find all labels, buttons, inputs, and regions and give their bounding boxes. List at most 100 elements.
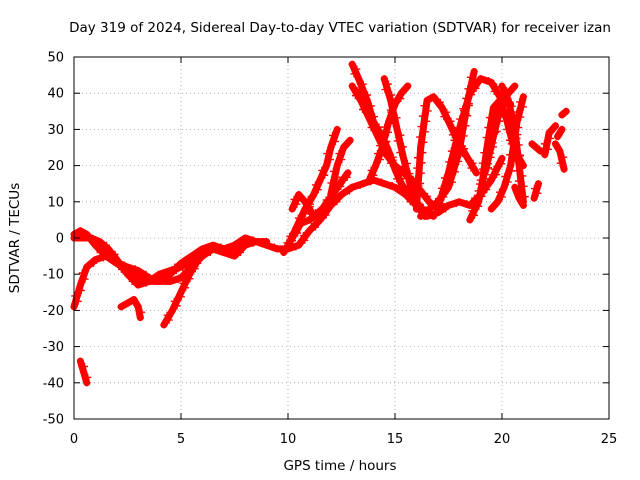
data-point	[231, 252, 238, 260]
data-point	[338, 156, 346, 164]
data-point	[556, 147, 564, 155]
data-point	[534, 189, 542, 197]
data-point	[273, 245, 281, 253]
data-point	[117, 265, 125, 273]
data-point	[482, 134, 490, 142]
data-point	[374, 133, 382, 141]
data-point	[294, 214, 302, 222]
data-point	[445, 169, 452, 177]
data-point	[444, 179, 452, 187]
data-point	[441, 190, 449, 198]
data-point	[348, 82, 356, 90]
data-point	[456, 131, 464, 139]
data-point	[102, 252, 110, 260]
data-point	[333, 162, 341, 170]
data-point	[386, 106, 394, 114]
data-point	[367, 102, 375, 110]
data-point	[400, 164, 408, 172]
data-point	[90, 259, 98, 267]
data-point	[96, 238, 104, 246]
data-point	[168, 306, 176, 314]
data-point	[331, 185, 339, 193]
data-point	[425, 205, 433, 213]
data-point	[489, 133, 497, 141]
data-point	[391, 162, 399, 170]
data-point	[503, 125, 511, 133]
series-arc-9	[288, 191, 318, 220]
data-point	[301, 236, 309, 244]
data-point	[393, 114, 401, 122]
data-point	[480, 185, 488, 193]
x-tick-label: 15	[387, 432, 404, 447]
data-point	[354, 87, 362, 95]
data-point	[376, 156, 384, 164]
data-point	[134, 303, 142, 311]
data-point	[71, 292, 79, 300]
data-point	[489, 122, 497, 130]
data-point	[367, 166, 375, 174]
data-point	[530, 194, 538, 202]
data-point	[455, 157, 463, 165]
y-tick-label: 40	[47, 87, 64, 102]
data-point	[285, 244, 293, 252]
data-point	[445, 158, 453, 166]
data-point	[477, 75, 485, 83]
data-point	[417, 212, 425, 220]
data-point	[502, 115, 510, 123]
data-point	[327, 191, 335, 199]
data-point	[291, 224, 299, 232]
data-point	[416, 133, 424, 141]
data-point	[209, 245, 217, 253]
data-point	[359, 105, 367, 113]
data-point	[130, 296, 138, 304]
data-point	[380, 180, 388, 188]
data-point	[465, 100, 473, 108]
series-arc-26	[528, 140, 545, 155]
data-point	[344, 169, 352, 177]
data-point	[399, 143, 407, 151]
data-point	[355, 75, 363, 83]
y-tick-label: -40	[43, 376, 64, 391]
data-point	[400, 154, 408, 162]
data-point	[560, 153, 568, 161]
data-point	[504, 96, 512, 104]
data-point	[323, 150, 331, 158]
data-point	[438, 200, 446, 208]
data-point	[385, 128, 393, 136]
data-point	[512, 156, 520, 164]
data-point	[314, 186, 322, 194]
data-point	[351, 92, 359, 100]
data-point	[437, 184, 445, 192]
series-arc-6	[160, 248, 206, 329]
data-point	[177, 263, 185, 271]
data-point	[293, 200, 301, 208]
data-point	[406, 180, 414, 188]
data-point	[485, 114, 493, 122]
data-point	[311, 181, 319, 189]
data-point	[372, 162, 380, 170]
data-point	[440, 113, 448, 121]
data-point	[311, 223, 319, 231]
data-point	[456, 115, 464, 123]
data-point	[322, 211, 330, 219]
data-point	[447, 122, 455, 130]
data-point	[393, 175, 401, 183]
data-point	[153, 274, 161, 282]
data-point	[370, 119, 378, 127]
data-point	[532, 144, 540, 151]
series-arc-5	[117, 296, 146, 322]
series-arc-29	[552, 140, 568, 173]
data-point	[74, 297, 82, 305]
series-arc-27	[530, 180, 542, 202]
data-point	[477, 191, 485, 199]
data-point	[472, 169, 480, 177]
data-point	[327, 144, 335, 151]
data-point	[451, 153, 459, 161]
data-point	[469, 159, 477, 167]
series-line	[327, 136, 354, 199]
data-point	[421, 128, 429, 136]
data-point	[331, 137, 339, 145]
data-point	[391, 183, 399, 191]
data-point	[397, 95, 405, 103]
data-point	[235, 245, 243, 253]
